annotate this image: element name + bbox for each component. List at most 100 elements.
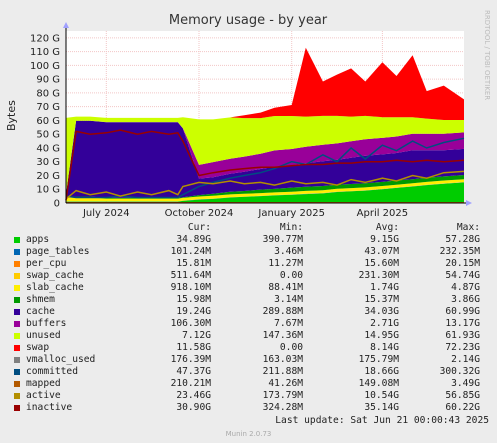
legend-min: 211.88M xyxy=(262,366,303,377)
legend-name: active xyxy=(26,390,61,401)
legend-max: 232.35M xyxy=(439,246,480,257)
last-update: Last update: Sat Jun 21 00:00:43 2025 xyxy=(275,415,489,426)
legend-swatch xyxy=(14,357,20,363)
legend-cur: 15.98M xyxy=(176,294,211,305)
legend-max: 54.74G xyxy=(445,270,480,281)
legend-name: per_cpu xyxy=(26,258,67,269)
y-tick-label: 90 G xyxy=(36,75,60,86)
legend-name: apps xyxy=(26,234,50,245)
rrdtool-credit: RRDTOOL / TOBI OETIKER xyxy=(483,10,491,101)
area-swap xyxy=(66,47,464,120)
legend-avg: 43.07M xyxy=(364,246,399,257)
legend-max: 13.17G xyxy=(445,318,480,329)
legend-swatch xyxy=(14,309,20,315)
legend-min: 289.88M xyxy=(262,306,303,317)
legend-cur: 15.81M xyxy=(176,258,211,269)
y-tick-label: 10 G xyxy=(36,185,60,196)
x-tick-label: January 2025 xyxy=(257,208,325,219)
legend-min: 324.28M xyxy=(262,402,303,413)
y-tick-label: 110 G xyxy=(30,47,60,58)
y-axis-arrow-icon xyxy=(63,22,69,28)
legend-avg: 14.95G xyxy=(364,330,399,341)
header-max: Max: xyxy=(456,222,480,233)
legend-row-committed: committed 47.37G 211.88M 18.66G 300.32G xyxy=(12,366,488,378)
legend-avg: 10.54G xyxy=(364,390,399,401)
legend-cur: 34.89G xyxy=(176,234,211,245)
legend-name: unused xyxy=(26,330,61,341)
legend-swatch xyxy=(14,405,20,411)
legend-min: 0.00 xyxy=(279,270,303,281)
legend-avg: 34.03G xyxy=(364,306,399,317)
legend-table: Cur: Min: Avg: Max: apps 34.89G 390.77M 9.1… xyxy=(12,222,488,414)
legend-max: 60.99G xyxy=(445,306,480,317)
legend-avg: 2.71G xyxy=(370,318,399,329)
legend-row-page-tables: page_tables 101.24M 3.46M 43.07M 232.35M xyxy=(12,246,488,258)
y-tick-label: 120 G xyxy=(30,33,60,44)
legend-row-cache: cache 19.24G 289.88M 34.03G 60.99G xyxy=(12,306,488,318)
legend-cur: 47.37G xyxy=(176,366,211,377)
legend-name: buffers xyxy=(26,318,67,329)
memory-usage-chart: Memory usage - by year 0 10 G 20 G 30 G 40 G… xyxy=(30,13,472,219)
legend-avg: 9.15G xyxy=(370,234,399,245)
legend-min: 390.77M xyxy=(262,234,303,245)
legend-max: 20.15M xyxy=(445,258,480,269)
legend-name: mapped xyxy=(26,378,61,389)
legend-swatch xyxy=(14,273,20,279)
legend-avg: 149.08M xyxy=(358,378,399,389)
y-tick-label: 30 G xyxy=(36,157,60,168)
x-tick-label: July 2024 xyxy=(82,208,130,219)
legend-avg: 15.60M xyxy=(364,258,399,269)
legend-swatch xyxy=(14,345,20,351)
y-tick-label: 40 G xyxy=(36,143,60,154)
y-tick-label: 70 G xyxy=(36,102,60,113)
y-tick-label: 60 G xyxy=(36,116,60,127)
area-cache xyxy=(66,120,464,198)
area-unused xyxy=(66,115,464,194)
header-min: Min: xyxy=(279,222,303,233)
legend-min: 147.36M xyxy=(262,330,303,341)
legend-avg: 231.30M xyxy=(358,270,399,281)
legend-avg: 8.14G xyxy=(370,342,399,353)
legend-swatch xyxy=(14,261,20,267)
y-tick-label: 50 G xyxy=(36,130,60,141)
legend-row-inactive: inactive 30.90G 324.28M 35.14G 60.22G xyxy=(12,402,488,414)
legend-max: 60.22G xyxy=(445,402,480,413)
legend-row-swap-cache: swap_cache 511.64M 0.00 231.30M 54.74G xyxy=(12,270,488,282)
legend-cur: 30.90G xyxy=(176,402,211,413)
legend-name: cache xyxy=(26,306,55,317)
line-committed xyxy=(65,137,465,199)
legend-avg: 35.14G xyxy=(364,402,399,413)
area-slab-cache xyxy=(66,179,464,202)
legend-min: 3.46M xyxy=(274,246,303,257)
legend-row-active: active 23.46G 173.79M 10.54G 56.85G xyxy=(12,390,488,402)
legend-max: 57.28G xyxy=(445,234,480,245)
line-active xyxy=(65,170,465,200)
legend-cur: 7.12G xyxy=(182,330,211,341)
legend-max: 56.85G xyxy=(445,390,480,401)
area-apps xyxy=(66,182,464,203)
legend-swatch xyxy=(14,237,20,243)
legend-row-buffers: buffers 106.30M 7.67M 2.71G 13.17G xyxy=(12,318,488,330)
y-tick-label: 100 G xyxy=(30,61,60,72)
legend-name: shmem xyxy=(26,294,55,305)
stacked-areas xyxy=(66,47,464,203)
legend-max: 3.49G xyxy=(451,378,480,389)
legend-min: 88.41M xyxy=(268,282,303,293)
munin-version: Munin 2.0.73 xyxy=(225,430,272,438)
legend-swatch xyxy=(14,285,20,291)
legend-min: 163.03M xyxy=(262,354,303,365)
y-tick-label: 80 G xyxy=(36,88,60,99)
legend-cur: 511.64M xyxy=(170,270,211,281)
y-axis: 0 10 G 20 G 30 G 40 G 50 G 60 G 70 G 80 G 90 G 100… xyxy=(30,33,60,209)
legend-row-mapped: mapped 210.21M 41.26M 149.08M 3.49G xyxy=(12,378,488,390)
legend-row-vmalloc-used: vmalloc_used 176.39M 163.03M 175.79M 2.14G xyxy=(12,354,488,366)
area-buffers xyxy=(66,120,464,194)
legend-swatch xyxy=(14,381,20,387)
legend-min: 7.67M xyxy=(274,318,303,329)
legend-avg: 1.74G xyxy=(370,282,399,293)
legend-swatch xyxy=(14,393,20,399)
legend-name: slab_cache xyxy=(26,282,84,293)
legend-avg: 18.66G xyxy=(364,366,399,377)
legend-min: 3.14M xyxy=(274,294,303,305)
legend-name: committed xyxy=(26,366,78,377)
